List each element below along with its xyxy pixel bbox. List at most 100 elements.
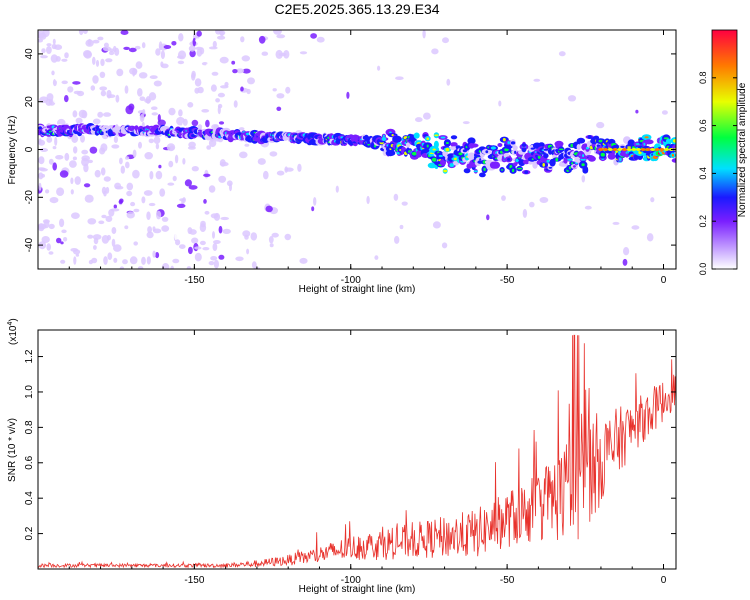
spectrogram-noise-cell [199,47,205,55]
spectrogram-noise-cell [114,182,122,190]
spectrogram-noise-cell [401,201,408,206]
x-tick-label: 0 [661,275,667,286]
spectrogram-noise-cell [192,37,196,47]
spectrogram-noise-cell [202,247,210,251]
spectrogram-ridge-core [568,166,572,170]
spectrogram-noise-cell [81,149,89,155]
spectrogram-noise-cell [116,68,124,77]
spectrogram-ridge-core [500,169,504,171]
spectrogram-noise-cell [394,235,400,244]
spectrogram-noise-cell [59,170,69,178]
spectrogram-noise-cell [126,190,133,197]
spectrogram-noise-cell [151,112,159,116]
spectrogram-noise-cell [188,185,198,190]
spectrogram-noise-cell [83,50,93,59]
spectrogram-noise-cell [40,55,48,59]
spectrogram-noise-cell [111,238,116,247]
spectrogram-noise-cell [113,204,118,209]
spectrogram-noise-cell [194,87,200,94]
spectrogram-noise-cell [153,80,162,87]
spectrogram-ridge-core [504,148,509,152]
spectrogram-noise-cell [74,176,81,185]
spectrogram-noise-cell [242,68,251,74]
spectrogram-noise-cell [46,43,52,47]
spectrogram-noise-cell [41,48,46,54]
spectrogram-noise-cell [296,172,304,177]
spectrogram-noise-cell [182,158,186,165]
spectrogram-noise-cell [38,32,47,40]
spectrogram-noise-cell [160,50,165,60]
spectrogram-noise-cell [106,116,110,126]
spectrogram-noise-cell [235,68,245,74]
spectrogram-noise-cell [144,152,153,160]
spectrogram-noise-cell [188,246,193,255]
spectrogram-ridge-core [510,141,516,145]
spectrogram-noise-cell [139,221,144,228]
spectrogram-noise-cell [129,256,138,265]
spectrogram-ridge-cell [543,153,549,159]
y-tick-label: 0.8 [24,420,35,434]
spectrogram-noise-cell [146,231,154,239]
spectrogram-noise-cell [73,90,81,95]
spectrogram-noise-cell [152,226,156,231]
spectrogram-noise-cell [71,212,80,219]
spectrogram-noise-cell [100,58,105,67]
spectrogram-noise-cell [276,106,282,112]
spectrogram-noise-cell [210,255,218,261]
spectrogram-noise-cell [78,30,84,36]
snr-x-label: Height of straight line (km) [299,584,416,595]
spectrogram-noise-cell [177,50,187,60]
spectrogram-ridge-core [567,158,573,161]
spectrogram-noise-cell [64,152,70,161]
spectrogram-ridge-cell [582,165,589,174]
spectrogram-noise-cell [93,245,97,250]
spectrogram-noise-cell [113,136,118,143]
spectrogram-ridge-core [426,144,429,148]
spectrogram-noise-cell [204,210,210,215]
spectrogram-noise-cell [222,228,231,234]
spectrogram-noise-cell [97,111,104,118]
spectrogram-noise-cell [415,117,423,123]
spectrogram-noise-cell [64,95,69,103]
spectrogram-noise-cell [212,40,217,48]
spectrogram-noise-cell [313,197,317,206]
spectrogram-ridge-cell [587,155,596,162]
spectrogram-noise-cell [238,127,245,131]
spectrogram-noise-cell [172,258,180,264]
spectrogram-panel: -150 -100 -50 0 -40 -20 0 20 40 Height of strai… [7,29,677,295]
spectrogram-noise-cell [120,30,129,35]
colorbar-tick-label: 0.2 [698,215,708,228]
spectrogram-noise-cell [72,110,78,118]
spectrogram-noise-cell [149,170,154,180]
spectrogram-noise-cell [111,227,117,234]
spectrogram-noise-cell [310,33,317,39]
spectrogram-noise-cell [38,38,43,43]
spectrogram-noise-cell [102,46,112,52]
spectrogram-noise-cell [399,224,404,230]
spectrogram-noise-cell [159,195,166,204]
spectrogram-peak-cell [664,148,670,151]
spectrogram-noise-cell [92,118,101,125]
spectrogram-noise-cell [175,239,181,246]
spectrogram-noise-cell [441,242,448,249]
spectrogram-noise-cell [167,182,175,186]
snr-y-scale: (x104) [7,318,19,345]
spectrogram-noise-cell [533,78,541,82]
spectrogram-noise-cell [87,234,94,239]
spectrogram-noise-cell [38,207,44,217]
spectrogram-ridge-core [426,137,430,140]
spectrogram-ridge-core [580,158,586,161]
spectrogram-noise-cell [38,104,43,111]
spectrogram-noise-cell [200,220,206,228]
spectrogram-ridge-core [644,136,649,139]
spectrogram-noise-cell [61,80,68,85]
spectrogram-noise-cell [73,146,78,154]
spectrogram-ridge-core [517,167,523,170]
spectrogram-ridge-core [445,147,450,152]
spectrogram-noise-cell [208,46,218,50]
spectrogram-ridge-core [449,163,455,168]
spectrogram-noise-cell [132,169,140,179]
spectrogram-noise-cell [64,52,69,59]
spectrogram-noise-cell [269,243,274,248]
spectrogram-noise-cell [558,51,566,57]
